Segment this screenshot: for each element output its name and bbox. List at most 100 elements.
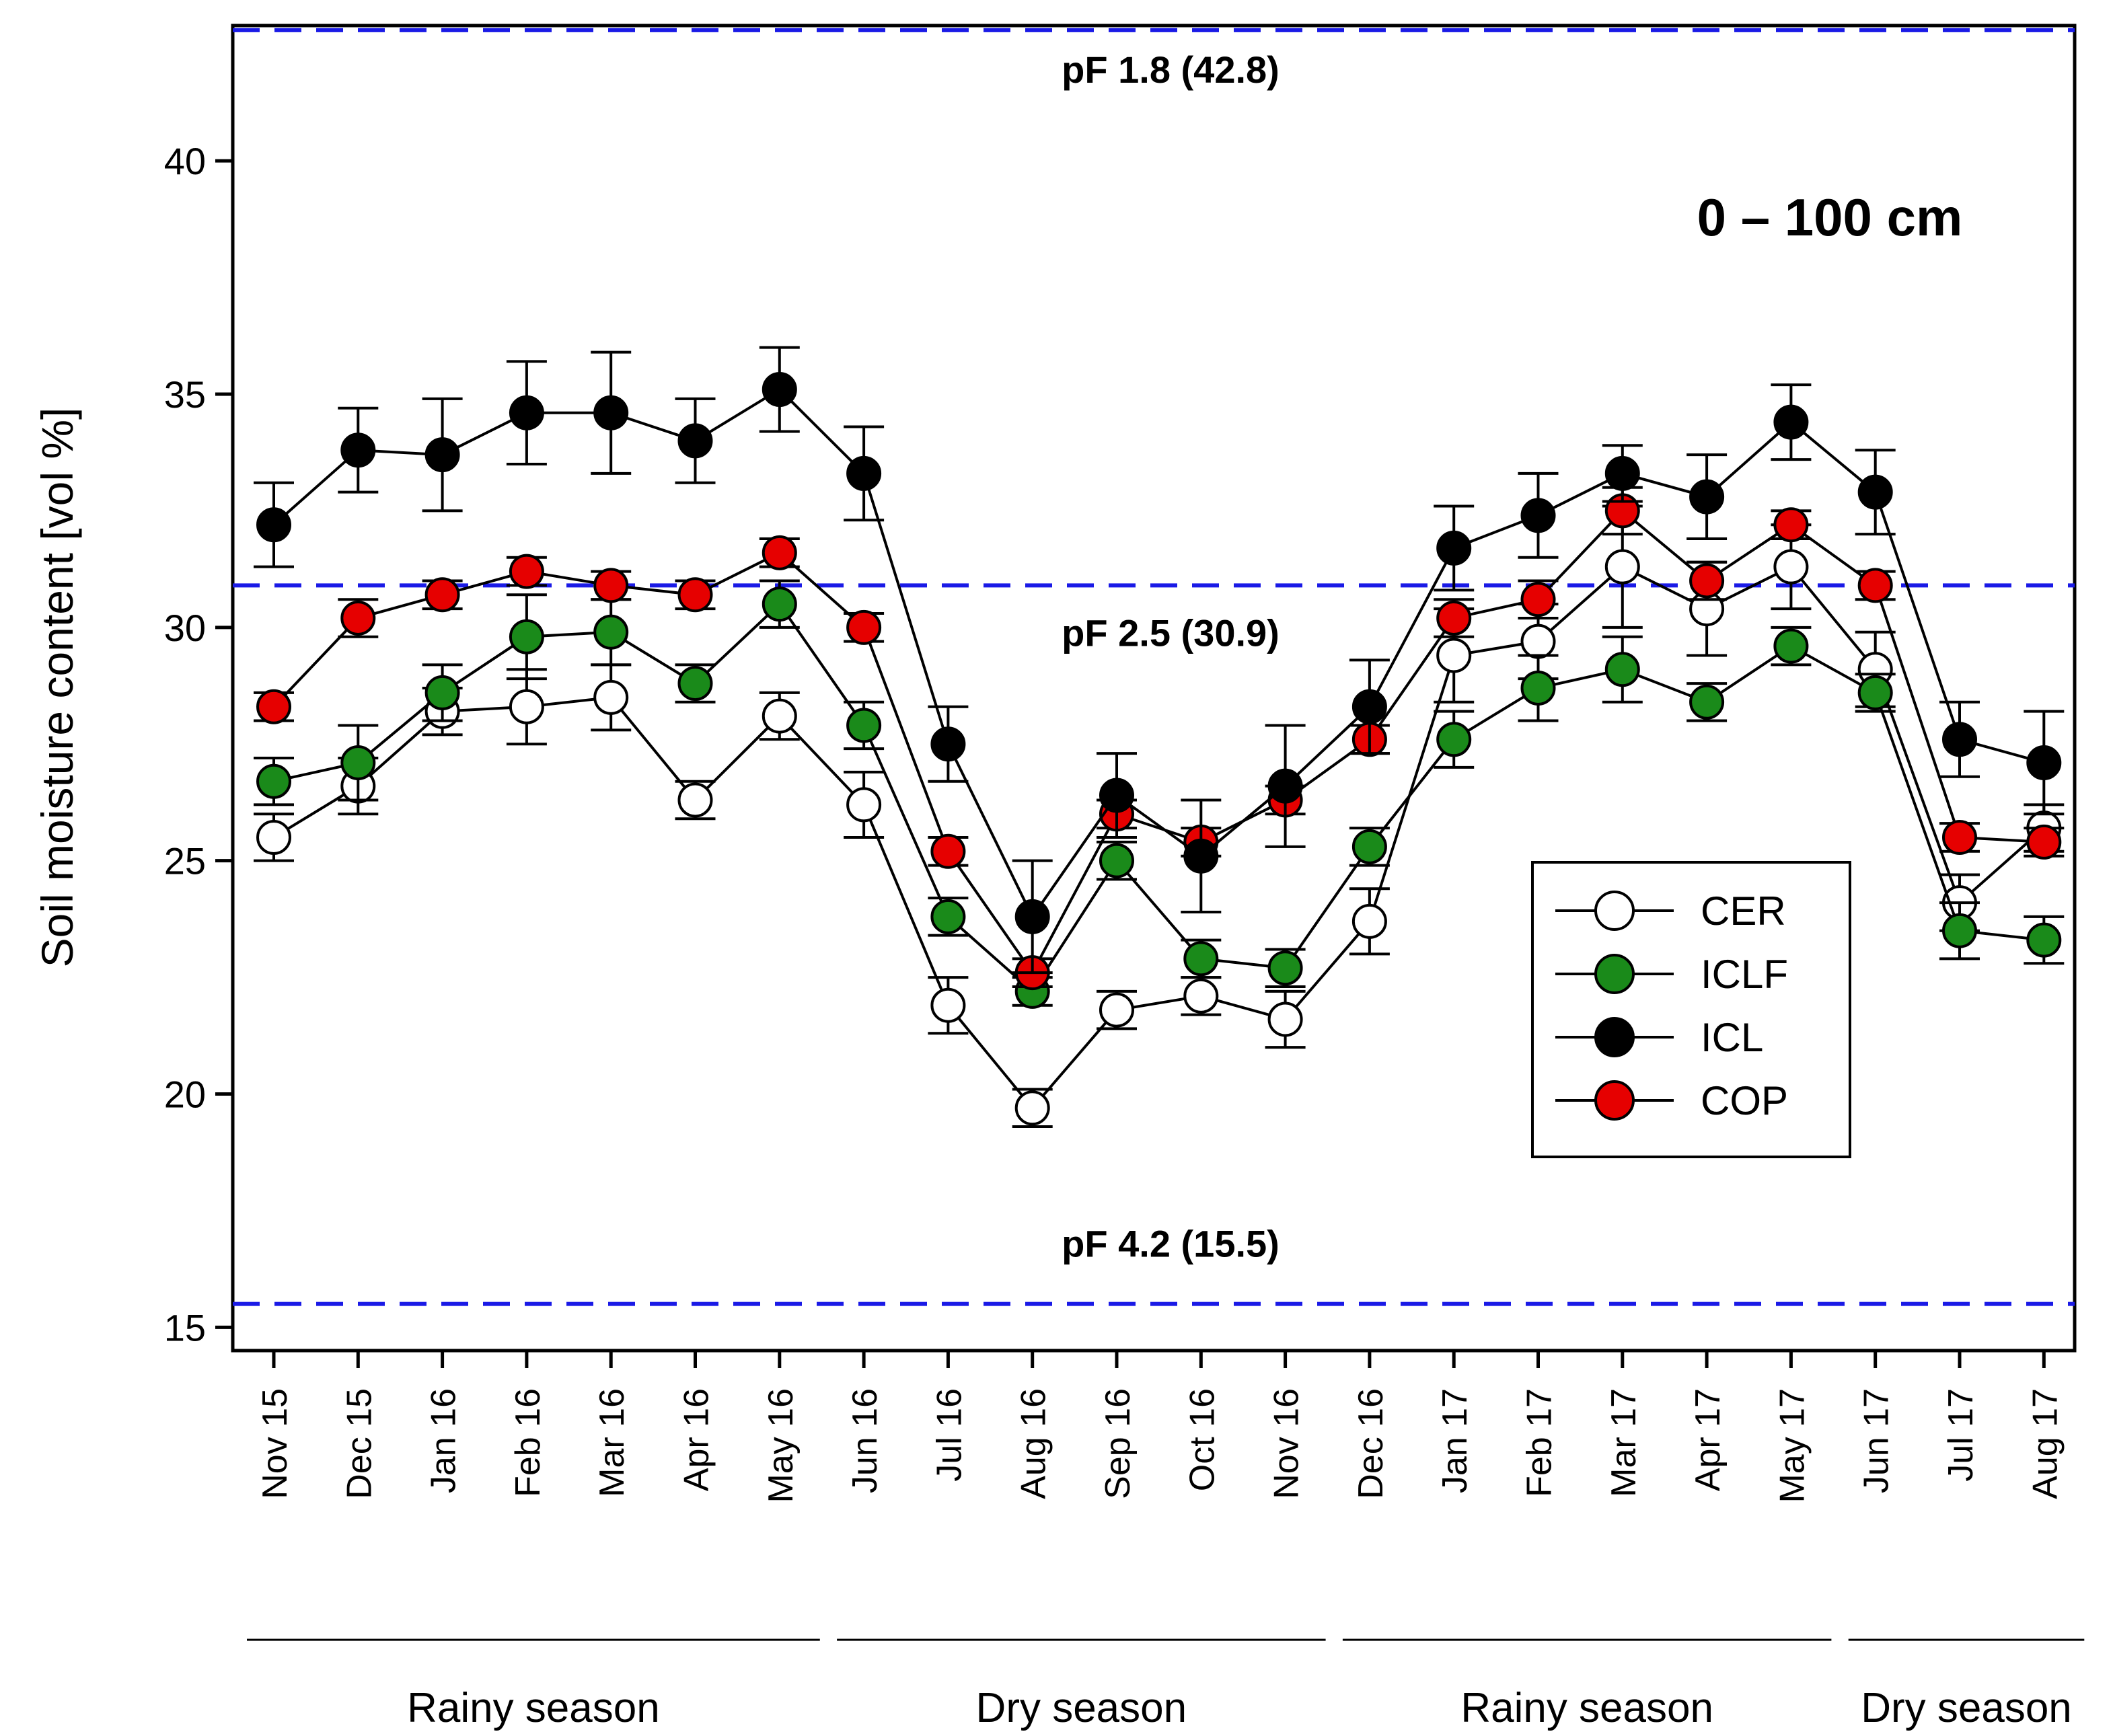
data-point xyxy=(424,577,460,613)
data-point xyxy=(1773,404,1809,440)
data-point xyxy=(1857,568,1893,603)
data-point xyxy=(1183,941,1219,977)
legend-marker xyxy=(1594,1017,1635,1057)
data-point xyxy=(2026,745,2062,780)
data-point xyxy=(1942,722,1977,757)
legend-marker xyxy=(1594,891,1635,931)
data-point xyxy=(1689,479,1725,515)
season-label: Rainy season xyxy=(1460,1685,1713,1731)
data-point xyxy=(1604,549,1640,584)
x-tick-label: Aug 16 xyxy=(1014,1388,1053,1499)
reference-line-label: pF 1.8 (42.8) xyxy=(1062,48,1280,91)
depth-annotation: 0 – 100 cm xyxy=(1697,188,1963,247)
season-label: Dry season xyxy=(1861,1685,2072,1731)
x-tick-label: Dec 16 xyxy=(1351,1388,1391,1499)
data-point xyxy=(1436,530,1472,566)
x-tick-label: Jan 16 xyxy=(424,1388,464,1493)
data-point xyxy=(1436,638,1472,673)
data-point xyxy=(1857,675,1893,710)
data-point xyxy=(2026,922,2062,958)
data-point xyxy=(677,782,713,818)
data-point xyxy=(930,833,966,869)
data-point xyxy=(424,675,460,710)
data-point xyxy=(762,698,797,734)
series-line xyxy=(272,508,2044,975)
x-tick-label: Feb 17 xyxy=(1520,1388,1559,1497)
data-point xyxy=(1351,903,1387,939)
y-tick-label: 25 xyxy=(164,840,206,882)
y-tick-label: 35 xyxy=(164,373,206,416)
data-point xyxy=(256,689,291,724)
series-line xyxy=(272,387,2044,919)
season-label: Rainy season xyxy=(407,1685,660,1731)
season-annotations: Rainy season Dry season Rainy season Dry se… xyxy=(247,1638,2085,1731)
data-point xyxy=(1436,600,1472,636)
y-tick-label: 20 xyxy=(164,1073,206,1115)
data-point xyxy=(677,423,713,459)
x-tick-label: Sep 16 xyxy=(1099,1388,1138,1499)
data-point xyxy=(1183,838,1219,874)
season-label: Dry season xyxy=(976,1685,1187,1731)
x-tick-label: Jul 16 xyxy=(930,1388,969,1482)
legend: CER ICLF ICL COP xyxy=(1531,861,1851,1158)
x-tick-label: May 17 xyxy=(1773,1388,1812,1503)
data-point xyxy=(424,437,460,473)
y-axis-title: Soil moisture content [vol %] xyxy=(32,408,82,968)
data-point xyxy=(1183,978,1219,1014)
data-point xyxy=(762,587,797,622)
data-point xyxy=(1099,778,1134,813)
legend-label: CER xyxy=(1701,889,1786,934)
legend-marker xyxy=(1594,954,1635,994)
data-point xyxy=(762,372,797,408)
x-tick-label: Apr 17 xyxy=(1689,1388,1728,1491)
data-point xyxy=(846,708,882,743)
data-point xyxy=(1689,684,1725,720)
x-tick-label: Oct 16 xyxy=(1183,1388,1222,1491)
data-point xyxy=(1773,507,1809,543)
y-tick-label: 40 xyxy=(164,140,206,182)
series-line xyxy=(273,602,2044,993)
data-point xyxy=(846,787,882,823)
data-point xyxy=(1014,899,1050,934)
x-tick-label: Feb 16 xyxy=(509,1388,548,1497)
y-tick-label: 15 xyxy=(164,1306,206,1349)
data-point xyxy=(677,577,713,613)
data-point xyxy=(1520,624,1556,659)
data-point xyxy=(1014,1090,1050,1126)
series-cop xyxy=(254,486,2065,991)
data-point xyxy=(593,679,629,715)
x-tick-label: May 16 xyxy=(762,1388,801,1503)
x-tick-label: Mar 16 xyxy=(593,1388,632,1497)
data-point xyxy=(340,432,376,468)
legend-label: ICL xyxy=(1701,1015,1763,1060)
x-tick-label: Aug 17 xyxy=(2026,1388,2065,1499)
data-point xyxy=(340,600,376,636)
data-point xyxy=(1099,843,1134,878)
data-point xyxy=(256,819,291,855)
y-tick-label: 30 xyxy=(164,607,206,649)
x-axis: Nov 15 Dec 15 Jan 16 Feb 16 Mar 16 Apr 16 May … xyxy=(256,1351,2065,1503)
data-point xyxy=(2026,824,2062,860)
reference-line-label: pF 4.2 (15.5) xyxy=(1062,1223,1280,1265)
data-point xyxy=(593,614,629,650)
series-iclf xyxy=(254,579,2065,1009)
data-point xyxy=(1520,498,1556,533)
series-cer xyxy=(254,504,2065,1129)
legend-label: ICLF xyxy=(1701,952,1788,997)
data-point xyxy=(256,507,291,543)
data-point xyxy=(593,568,629,603)
y-axis: 15 20 25 30 35 40 xyxy=(164,140,233,1349)
x-tick-label: Jun 16 xyxy=(846,1388,885,1493)
data-point xyxy=(677,666,713,702)
data-point xyxy=(1942,819,1977,855)
data-point xyxy=(762,535,797,570)
data-point xyxy=(1942,913,1977,948)
data-point xyxy=(930,987,966,1023)
data-point xyxy=(1267,950,1303,986)
data-point xyxy=(1520,582,1556,617)
data-point xyxy=(1604,455,1640,491)
x-tick-label: Nov 15 xyxy=(256,1388,295,1499)
data-point xyxy=(593,395,629,430)
data-point xyxy=(1857,474,1893,510)
data-point xyxy=(1436,722,1472,757)
